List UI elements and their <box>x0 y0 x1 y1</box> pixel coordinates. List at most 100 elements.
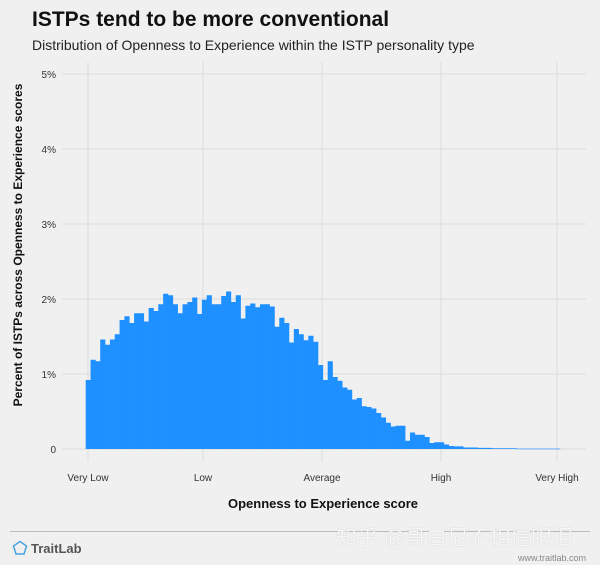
histogram-bar <box>482 447 488 450</box>
histogram-bar <box>313 341 319 449</box>
histogram-bar <box>129 323 135 449</box>
histogram-bar <box>366 407 372 449</box>
histogram-bar <box>264 304 270 449</box>
histogram-bar <box>516 448 522 450</box>
y-tick-label: 4% <box>42 145 57 156</box>
histogram-bar <box>555 448 561 450</box>
histogram-bar <box>497 448 503 449</box>
histogram-bar <box>250 303 256 449</box>
histogram-bar <box>530 448 537 450</box>
histogram-bar <box>230 302 237 449</box>
histogram-bar <box>506 448 512 449</box>
histogram-bar <box>458 446 464 450</box>
histogram-bar <box>138 313 145 449</box>
histogram-bar <box>109 339 116 449</box>
histogram-bar <box>409 432 416 449</box>
histogram-bar <box>429 443 435 449</box>
histogram-bar <box>439 442 445 449</box>
x-tick-label: Low <box>194 473 213 484</box>
histogram-bar <box>405 440 411 449</box>
histogram-bar <box>201 299 207 449</box>
histogram-bar <box>158 304 164 449</box>
histogram-bar <box>90 359 96 449</box>
histogram-bar <box>332 377 338 449</box>
histogram-bar <box>119 320 125 449</box>
histogram-bar <box>226 291 232 449</box>
histogram-bar <box>143 321 149 449</box>
histogram-bar <box>288 342 295 449</box>
histogram-bar <box>206 295 212 449</box>
y-tick-label: 1% <box>42 370 57 381</box>
histogram-bar <box>245 305 251 449</box>
y-tick-label: 5% <box>42 70 57 81</box>
chart-subtitle: Distribution of Openness to Experience w… <box>32 37 475 53</box>
histogram-bar <box>492 448 498 449</box>
histogram-bar <box>100 339 106 449</box>
histogram-bar <box>259 304 266 449</box>
histogram-bar <box>182 304 188 449</box>
histogram-bar <box>187 302 193 449</box>
histogram-bar <box>501 448 508 449</box>
histogram-bar <box>197 314 203 449</box>
histogram-bar <box>550 448 556 450</box>
histogram-bar <box>318 365 324 449</box>
histogram-bar <box>487 447 493 450</box>
histogram-bar <box>472 447 479 449</box>
x-tick-label: Very High <box>535 473 578 484</box>
histogram-bar <box>453 446 459 450</box>
histogram-bar <box>148 308 154 449</box>
histogram-bar <box>540 448 546 450</box>
histogram-bar <box>235 295 241 449</box>
histogram-bar <box>414 434 420 449</box>
y-tick-label: 0 <box>50 445 56 456</box>
histogram-bar <box>274 326 280 449</box>
histogram-bar <box>255 307 261 449</box>
chart-title: ISTPs tend to be more conventional <box>32 8 390 31</box>
histogram-bar <box>114 334 120 449</box>
y-axis-label: Percent of ISTPs across Openness to Expe… <box>11 83 25 407</box>
histogram-bar <box>337 380 343 449</box>
histogram-bar <box>293 329 299 449</box>
histogram-bar <box>85 380 91 449</box>
histogram-bar <box>322 380 328 449</box>
pentagon-icon <box>12 540 28 555</box>
histogram-bar <box>211 304 217 449</box>
brand-logo: TraitLab <box>12 540 82 556</box>
histogram-bar <box>419 434 425 449</box>
histogram-bar <box>298 334 304 449</box>
histogram-bar <box>284 323 290 449</box>
histogram-bar <box>521 448 527 450</box>
histogram-bar <box>380 417 387 449</box>
histogram-bar <box>545 448 551 450</box>
histogram-bar <box>511 448 517 449</box>
histogram-bar <box>424 437 430 449</box>
histogram-bar <box>327 361 333 449</box>
histogram-bar <box>240 318 246 449</box>
y-tick-label: 3% <box>42 220 57 231</box>
histogram-bar <box>124 316 130 449</box>
x-tick-label: High <box>431 473 452 484</box>
histogram-bar <box>279 317 285 449</box>
histogram-bar <box>303 340 309 449</box>
histogram-bar <box>371 408 377 449</box>
x-tick-label: Average <box>303 473 341 484</box>
histogram-bar <box>477 447 483 450</box>
x-axis-label: Openness to Experience score <box>227 496 419 511</box>
histogram-bar <box>134 313 140 449</box>
histogram-bar <box>308 335 314 449</box>
x-tick-label: Very Low <box>67 473 109 484</box>
histogram-bar <box>172 304 178 449</box>
histogram-bar <box>395 425 401 449</box>
histogram-bar <box>526 448 532 450</box>
histogram-bar <box>385 422 391 449</box>
site-url[interactable]: www.traitlab.com <box>517 553 586 563</box>
histogram-bar <box>434 442 440 449</box>
footer-divider <box>10 531 590 532</box>
histogram-bar <box>361 406 367 449</box>
brand-name: TraitLab <box>31 540 82 556</box>
histogram-bar <box>356 398 362 449</box>
histogram-bar <box>390 426 396 449</box>
histogram-bar <box>342 387 348 449</box>
